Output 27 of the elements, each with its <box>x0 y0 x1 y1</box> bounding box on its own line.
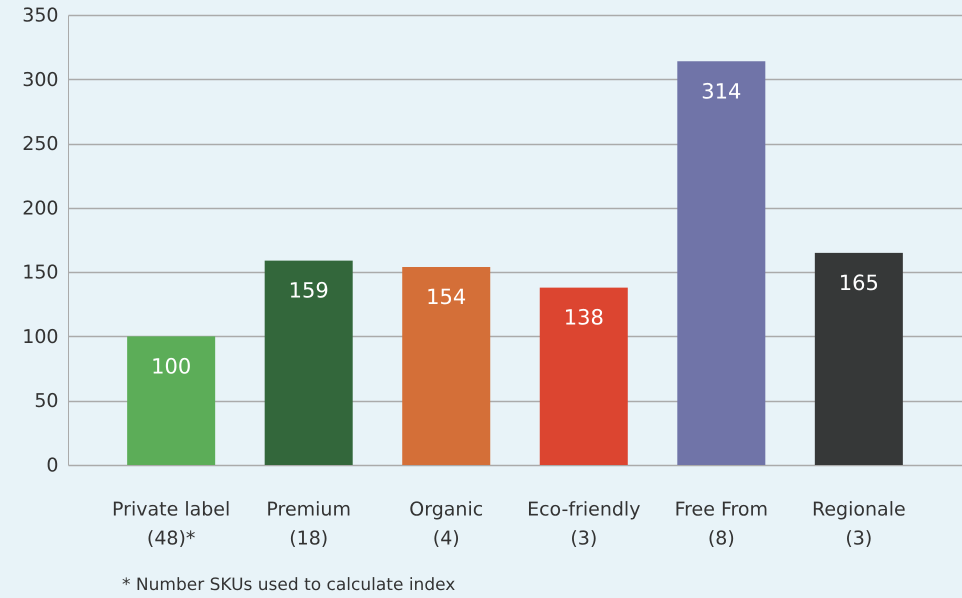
bar <box>677 61 766 465</box>
y-tick-label: 100 <box>22 326 58 348</box>
data-label: 100 <box>151 354 192 378</box>
y-tick-label: 150 <box>22 262 58 284</box>
x-tick-label: Private label (48)* <box>112 498 230 550</box>
data-label: 165 <box>838 270 879 295</box>
y-tick-label: 200 <box>22 197 58 220</box>
y-tick-label: 300 <box>22 68 58 91</box>
x-tick-label: Regionale (3) <box>812 498 906 550</box>
x-tick-label: Free From (8) <box>674 498 768 550</box>
y-tick-label: 250 <box>22 133 58 156</box>
y-tick-label: 50 <box>34 390 58 412</box>
text: * Number SKUs used to calculate index <box>122 575 456 595</box>
data-label: 159 <box>288 278 329 303</box>
x-tick-label: Eco-friendly (3) <box>527 498 640 550</box>
y-tick-label: 350 <box>22 4 58 26</box>
data-label: 138 <box>564 306 604 330</box>
x-tick-label: Premium (18) <box>266 498 351 550</box>
y-tick-label: 0 <box>46 454 58 476</box>
data-label: 314 <box>701 79 742 104</box>
data-label: 154 <box>426 285 466 309</box>
bar <box>264 260 353 465</box>
bar <box>814 252 903 465</box>
x-tick-label: Organic (4) <box>409 498 484 550</box>
bar <box>402 267 490 465</box>
bar <box>540 288 628 465</box>
bar <box>127 336 216 465</box>
